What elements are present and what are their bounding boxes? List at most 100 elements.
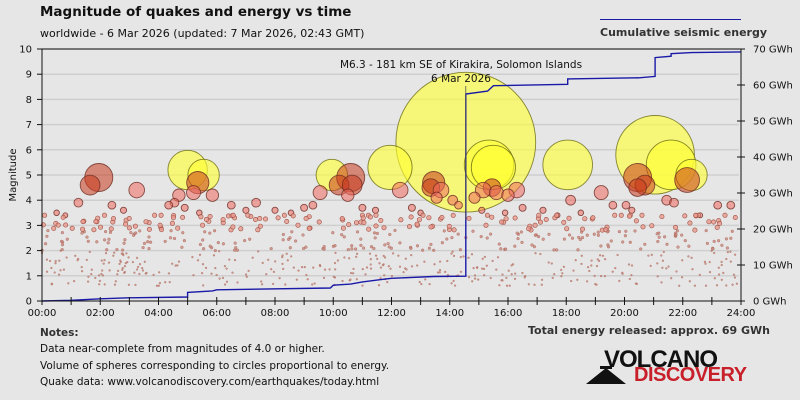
quake-dot [285,252,288,255]
quake-dot [717,239,721,243]
quake-dot [390,275,393,278]
quake-dot [386,242,390,246]
quake-circle[interactable] [577,209,585,217]
quake-dot [50,282,53,285]
quake-circle[interactable] [501,209,509,217]
quake-circle[interactable] [407,203,416,212]
quake-dot [85,258,88,261]
quake-dot [272,282,275,285]
x-tick-label: 02:00 [86,308,115,319]
quake-circle[interactable] [312,185,328,201]
quake-circle[interactable] [430,191,443,204]
quake-dot [408,214,414,220]
quake-circle[interactable] [180,203,189,212]
quake-circle[interactable] [565,194,576,206]
quake-dot [470,253,474,256]
quake-dot [729,250,732,253]
quake-circle[interactable] [186,185,201,201]
quake-circle[interactable] [128,181,145,199]
quake-dot [98,279,101,282]
quake-dot [681,276,684,279]
quake-dot [660,254,663,257]
x-tick-label: 24:00 [727,308,756,319]
quake-circle[interactable] [107,200,117,210]
quake-dot [200,222,206,228]
quake-circle[interactable] [478,206,486,214]
quake-dot [523,276,526,279]
cumulative-energy-line [41,51,742,302]
quake-circle[interactable] [542,139,593,191]
quake-dot [483,267,486,270]
quake-dot [328,268,331,271]
y-tick-label: 8 [26,95,32,106]
quake-circle[interactable] [454,200,463,210]
quake-dot [313,282,316,285]
quake-dot [196,259,200,262]
quake-circle[interactable] [674,167,700,193]
quake-circle[interactable] [713,200,723,210]
quake-dot [459,270,462,273]
quake-circle[interactable] [358,203,367,212]
quake-circle[interactable] [251,197,261,208]
quake-dot [80,231,84,235]
quake-circle[interactable] [621,200,631,210]
quake-dot [106,241,110,245]
quake-circle[interactable] [501,188,515,202]
quake-circle[interactable] [226,200,236,210]
quake-circle[interactable] [669,197,679,208]
quake-dot [410,254,413,257]
quake-circle[interactable] [391,181,409,199]
quake-circle[interactable] [468,191,481,204]
quake-circle[interactable] [73,197,84,208]
quake-circle[interactable] [488,185,504,201]
quake-circle[interactable] [271,206,279,214]
quake-circle[interactable] [539,206,547,214]
quake-dot [369,258,372,261]
quake-dot [675,229,680,233]
quake-dot [225,267,228,270]
quake-dot [384,256,387,259]
quake-circle[interactable] [628,206,636,214]
quake-dot [590,259,593,262]
quake-circle[interactable] [205,188,220,202]
quake-dot [60,231,64,235]
quake-dot [733,276,736,279]
quake-circle[interactable] [518,203,527,212]
quake-circle[interactable] [367,144,413,190]
quake-dot [257,216,263,222]
quake-circle[interactable] [593,185,609,201]
quake-dot [322,245,326,249]
quake-circle[interactable] [726,200,736,210]
x-tick-label: 22:00 [668,308,697,319]
quake-dot [442,229,446,233]
quake-circle[interactable] [308,200,318,210]
quake-dot [489,214,495,220]
quake-dot [86,239,90,243]
quake-dot [456,232,460,236]
quake-circle[interactable] [79,174,101,196]
quake-dot [704,262,707,265]
quake-dot [698,273,701,276]
quake-dot [717,220,723,226]
quake-dot [292,266,295,269]
quake-circle[interactable] [119,206,128,214]
quake-dot [536,212,542,218]
volcanodiscovery-logo[interactable]: VOLCANO DISCOVERY [586,346,766,390]
quake-circle[interactable] [300,203,309,212]
quake-circle[interactable] [53,209,60,217]
quake-dot [208,231,212,235]
quake-dot [376,257,379,260]
quake-dot [45,258,48,261]
quake-dot [585,233,589,237]
quake-circle[interactable] [341,188,355,202]
quake-circle[interactable] [371,206,380,214]
quake-circle[interactable] [242,206,250,214]
quake-circle[interactable] [164,200,174,210]
quake-dot [251,256,254,259]
quake-dot [681,259,684,262]
quake-circle[interactable] [608,200,618,210]
quake-dot [149,240,153,244]
quake-circle[interactable] [628,178,647,197]
quake-dot [300,266,304,269]
quake-dot [729,236,733,240]
